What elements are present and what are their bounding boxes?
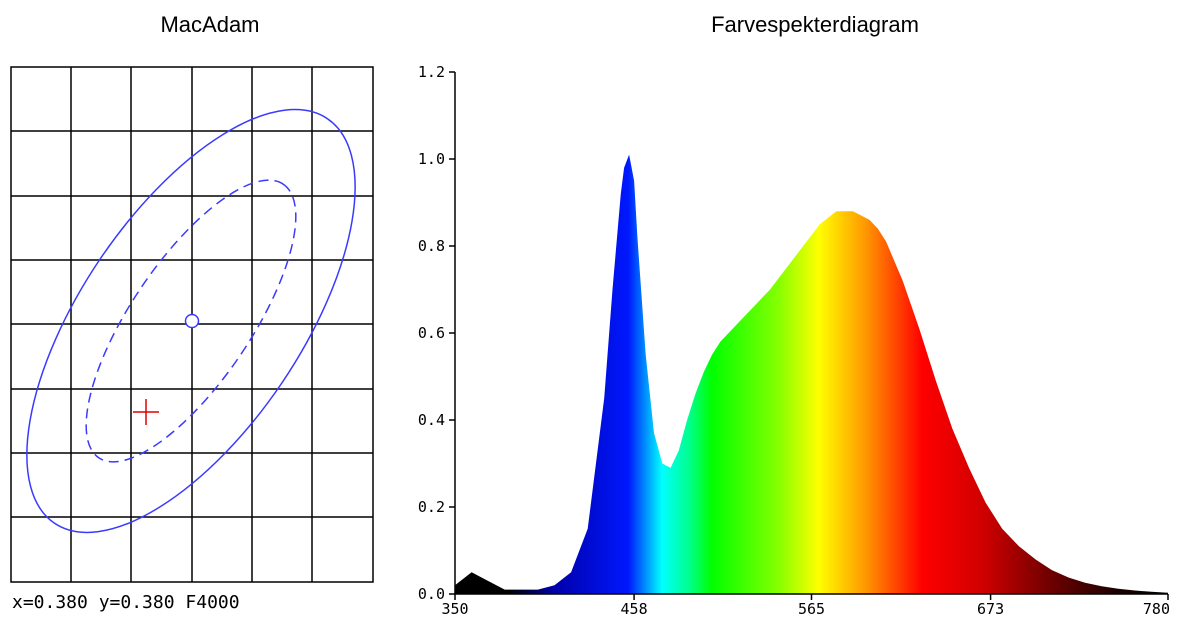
y-ticks: 0.0 0.2 0.4 0.6 0.8 1.0 1.2 (418, 63, 455, 603)
measured-point-marker (133, 399, 159, 425)
y-tick-label: 0.0 (418, 585, 445, 603)
y-tick-label: 0.6 (418, 324, 445, 342)
x-tick-label: 565 (798, 600, 825, 618)
x-ticks: 350 458 565 673 780 (441, 594, 1170, 618)
x-tick-label: 350 (441, 600, 468, 618)
macadam-grid (11, 67, 373, 582)
readout-y: y=0.380 (98, 592, 175, 613)
x-tick-label: 458 (621, 600, 648, 618)
x-tick-label: 780 (1143, 600, 1170, 618)
macadam-title: MacAdam (160, 12, 260, 37)
x-tick-label: 673 (977, 600, 1004, 618)
y-tick-label: 0.8 (418, 237, 445, 255)
readout-source: F4000 (185, 592, 240, 613)
y-tick-label: 1.0 (418, 150, 445, 168)
macadam-outer-ellipse (26, 108, 356, 534)
spectrum-chart-title: Farvespekterdiagram (711, 12, 919, 37)
target-point-marker (184, 313, 200, 329)
macadam-inner-ellipse (85, 179, 297, 463)
y-tick-label: 1.2 (418, 63, 445, 81)
readout-x: x=0.380 (12, 592, 88, 613)
y-tick-label: 0.4 (418, 411, 445, 429)
y-tick-label: 0.2 (418, 498, 445, 516)
macadam-panel (10, 66, 374, 583)
macadam-readout: x=0.380 y=0.380 F4000 (12, 592, 240, 613)
spectrum-chart: 0.0 0.2 0.4 0.6 0.8 1.0 1.2 350 458 565 673 780 (418, 63, 1170, 618)
spectrum-area (455, 154, 1168, 594)
